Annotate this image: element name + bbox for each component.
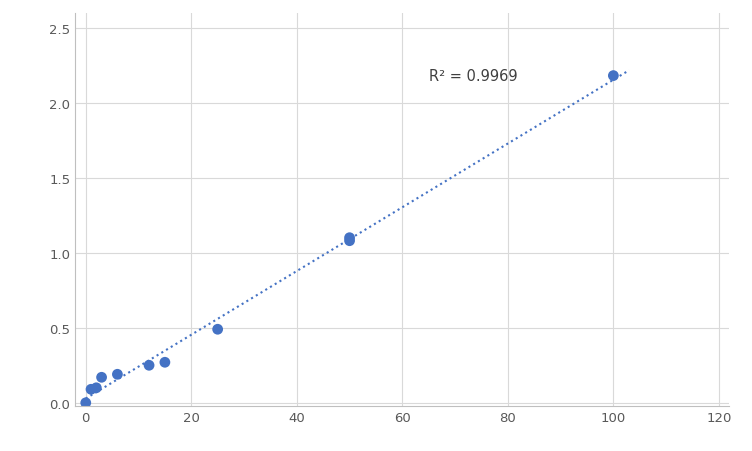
Point: [111, 371, 123, 378]
Point: [211, 326, 223, 333]
Point: [143, 362, 155, 369]
Point: [90, 384, 102, 391]
Text: R² = 0.9969: R² = 0.9969: [429, 69, 517, 84]
Point: [608, 73, 620, 80]
Point: [80, 399, 92, 406]
Point: [159, 359, 171, 366]
Point: [344, 235, 356, 242]
Point: [85, 386, 97, 393]
Point: [344, 238, 356, 245]
Point: [96, 374, 108, 381]
